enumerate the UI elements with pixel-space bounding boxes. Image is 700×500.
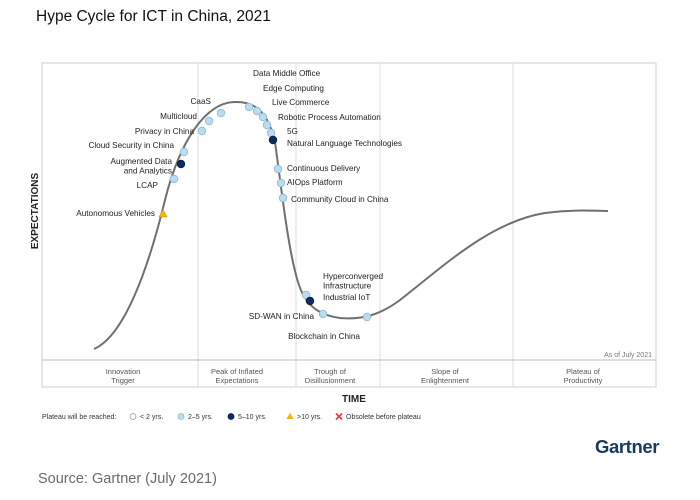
chart-frame: EXPECTATIONS TIME As of July 2021	[30, 62, 657, 405]
tech-label-industrial-iot: Industrial IoT	[323, 293, 370, 302]
tech-label-autonomous-vehicles: Autonomous Vehicles	[76, 209, 155, 218]
tech-point-community-cloud-in-china	[278, 193, 288, 203]
tech-label-lcap: LCAP	[137, 181, 159, 190]
tech-point-natural-language-technologies	[268, 135, 278, 145]
x-axis-label: TIME	[342, 394, 366, 405]
tech-point-hyperconverged-infrastructure	[301, 290, 311, 300]
tech-label-caas: CaaS	[191, 97, 212, 106]
tech-label-hyperconverged-infrastructure: Hyperconverged Infrastructure	[323, 272, 384, 291]
tech-point-cloud-security-in-china	[179, 147, 189, 157]
legend-item-gt10: >10 yrs.	[286, 412, 322, 421]
legend-label: 2–5 yrs.	[188, 414, 213, 421]
tech-point-data-middle-office	[244, 102, 254, 112]
tech-label-robotic-process-automation: Robotic Process Automation	[278, 113, 381, 122]
tech-point-edge-computing	[252, 106, 262, 116]
tech-point-privacy-in-china	[197, 126, 207, 136]
tech-label-aiops-platform: AIOps Platform	[287, 178, 343, 187]
tech-point-autonomous-vehicles	[158, 208, 168, 218]
phase-label-slope-of-enlightenment: Slope of Enlightenment	[421, 367, 470, 385]
tech-label-multicloud: Multicloud	[160, 112, 197, 121]
legend-item-lt2: < 2 yrs.	[129, 413, 163, 421]
tech-point-industrial-iot	[305, 296, 315, 306]
technology-labels: Autonomous Vehicles LCAP Augmented Data and…	[76, 69, 402, 341]
tech-point-continuous-delivery	[273, 164, 283, 174]
legend-marker	[286, 412, 294, 419]
legend-marker	[227, 413, 235, 420]
tech-label-edge-computing: Edge Computing	[263, 84, 324, 93]
phase-label-plateau-of-productivity: Plateau of Productivity	[564, 367, 603, 385]
legend-label: Obsolete before plateau	[346, 414, 421, 421]
legend: Plateau will be reached: < 2 yrs. 2–5 yrs.…	[42, 412, 421, 421]
tech-point-robotic-process-automation	[262, 120, 272, 130]
y-axis-label: EXPECTATIONS	[30, 173, 41, 250]
legend-item-obsolete: Obsolete before plateau	[335, 412, 421, 421]
plot-border	[41, 62, 657, 388]
legend-item-5to10: 5–10 yrs.	[227, 413, 267, 421]
gartner-logo: Gartner	[595, 436, 660, 457]
tech-label-privacy-in-china: Privacy in China	[135, 127, 195, 136]
legend-marker	[129, 413, 137, 420]
tech-point-multicloud	[204, 116, 214, 126]
legend-title: Plateau will be reached:	[42, 414, 116, 421]
tech-label-live-commerce: Live Commerce	[272, 98, 330, 107]
tech-label-blockchain-in-china: Blockchain in China	[288, 332, 360, 341]
tech-point-lcap	[169, 174, 179, 184]
tech-point-augmented-data-and-analytics	[176, 159, 186, 169]
tech-point-caas	[216, 108, 226, 118]
legend-label: 5–10 yrs.	[238, 414, 267, 421]
tech-label-natural-language-technologies: Natural Language Technologies	[287, 139, 402, 148]
tech-label-cloud-security-in-china: Cloud Security in China	[88, 141, 174, 150]
tech-point-live-commerce	[258, 112, 268, 122]
legend-label: < 2 yrs.	[140, 414, 163, 421]
phase-label-innovation-trigger: Innovation Trigger	[106, 367, 141, 385]
tech-point-5g	[266, 128, 276, 138]
tech-label-5g: 5G	[287, 127, 298, 136]
legend-marker	[335, 412, 343, 421]
phase-label-trough-of-disillusionment: Trough of Disillusionment	[305, 367, 356, 385]
legend-item-2to5: 2–5 yrs.	[177, 413, 213, 421]
tech-point-sd-wan-in-china	[318, 309, 328, 319]
tech-label-community-cloud-in-china: Community Cloud in China	[291, 195, 389, 204]
legend-marker	[177, 413, 185, 420]
legend-label: >10 yrs.	[297, 414, 322, 421]
hype-curve	[93, 100, 609, 350]
source-note: Source: Gartner (July 2021)	[38, 471, 217, 487]
hype-curve-line	[93, 100, 609, 350]
chart-title: Hype Cycle for ICT in China, 2021	[36, 8, 271, 25]
tech-label-sd-wan-in-china: SD-WAN in China	[249, 312, 315, 321]
tech-point-blockchain-in-china	[362, 312, 372, 322]
tech-label-continuous-delivery: Continuous Delivery	[287, 164, 361, 173]
tech-label-data-middle-office: Data Middle Office	[253, 69, 321, 78]
phase-label-peak-of-inflated-expectations: Peak of Inflated Expectations	[211, 367, 263, 385]
technology-points	[158, 102, 372, 322]
phase-labels: Innovation Trigger Peak of Inflated Expecta…	[106, 367, 603, 385]
tech-label-augmented-data-and-analytics: Augmented Data and Analytics	[111, 157, 173, 176]
tech-point-aiops-platform	[276, 178, 286, 188]
as-of-note: As of July 2021	[604, 352, 652, 359]
